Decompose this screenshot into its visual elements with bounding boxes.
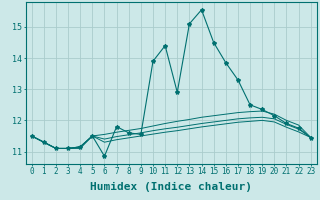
X-axis label: Humidex (Indice chaleur): Humidex (Indice chaleur)	[90, 182, 252, 192]
